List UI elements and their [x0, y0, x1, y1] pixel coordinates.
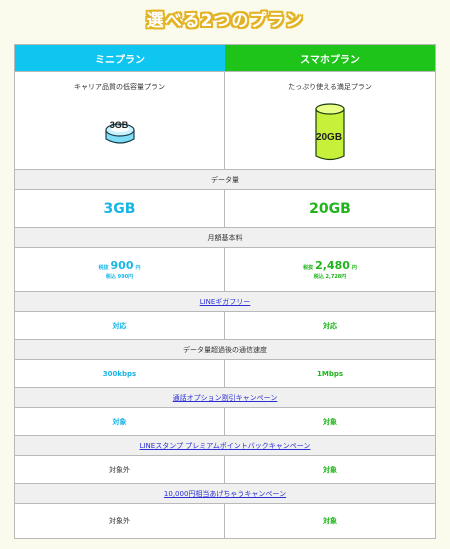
sumaho-price-unit: 円	[351, 265, 357, 271]
mini-speed-value: 300kbps	[102, 369, 137, 378]
cashback-campaign-link[interactable]: 10,000円相当あげちゃうキャンペーン	[163, 489, 287, 498]
mini-plan-overview: キャリア品質の低容量プラン 3GB	[15, 71, 225, 169]
mini-price-value: 900	[110, 259, 134, 272]
sumaho-line-giga-free-value: 対応	[323, 321, 337, 330]
mini-price-cell: 税抜 900 円 税込 990円	[15, 247, 225, 291]
sumaho-plan-description: たっぷり使える満足プラン	[288, 83, 372, 91]
mini-call-option-cell: 対象	[15, 407, 225, 435]
mini-plan-description: キャリア品質の低容量プラン	[74, 83, 165, 91]
mini-line-giga-free-cell: 対応	[15, 311, 225, 339]
mini-data-value: 3GB	[103, 200, 136, 217]
mini-cashback-cell: 対象外	[15, 503, 225, 538]
sumaho-plan-header: スマホプラン	[225, 45, 435, 71]
mini-price-tax-label: 税抜	[98, 265, 109, 271]
sumaho-price-tax-label: 税抜	[303, 265, 314, 271]
mini-call-option-value: 対象	[112, 417, 127, 426]
line-giga-free-link[interactable]: LINEギガフリー	[199, 297, 251, 306]
plan-comparison-table: ミニプラン スマホプラン キャリア品質の低容量プラン 3GB たっぷり使える満足…	[14, 44, 436, 539]
sumaho-stamp-premium-cell: 対象	[225, 455, 435, 483]
mini-plan-header: ミニプラン	[15, 45, 225, 71]
sumaho-stamp-premium-value: 対象	[323, 465, 337, 474]
row-header-speed-after-limit: データ量超過後の通信速度	[15, 339, 435, 359]
row-header-stamp-premium: LINEスタンプ プレミアムポイントバックキャンペーン	[15, 435, 435, 455]
mini-speed-cell: 300kbps	[15, 359, 225, 387]
sumaho-plan-overview: たっぷり使える満足プラン 20GB	[225, 71, 435, 169]
sumaho-data-value: 20GB	[309, 200, 351, 217]
row-header-cashback: 10,000円相当あげちゃうキャンペーン	[15, 483, 435, 503]
mini-price-unit: 円	[135, 265, 141, 271]
sumaho-price-tax-included: 税込 2,728円	[313, 274, 347, 280]
mini-stamp-premium-cell: 対象外	[15, 455, 225, 483]
sumaho-price-cell: 税抜 2,480 円 税込 2,728円	[225, 247, 435, 291]
sumaho-cashback-cell: 対象	[225, 503, 435, 538]
row-header-monthly-fee: 月額基本料	[15, 227, 435, 247]
sumaho-speed-cell: 1Mbps	[225, 359, 435, 387]
mini-storage-icon: 3GB	[15, 114, 224, 148]
mini-price-tax-included: 税込 990円	[105, 274, 134, 280]
sumaho-storage-label: 20GB	[316, 132, 342, 143]
sumaho-data-cell: 20GB	[225, 189, 435, 227]
sumaho-call-option-value: 対象	[323, 417, 337, 426]
sumaho-line-giga-free-cell: 対応	[225, 311, 435, 339]
mini-cashback-value: 対象外	[109, 517, 130, 525]
row-header-call-option: 通話オプション割引キャンペーン	[15, 387, 435, 407]
sumaho-storage-icon: 20GB	[225, 102, 435, 164]
sumaho-cashback-value: 対象	[323, 517, 337, 525]
row-header-line-giga-free: LINEギガフリー	[15, 291, 435, 311]
mini-stamp-premium-value: 対象外	[109, 465, 130, 474]
mini-line-giga-free-value: 対応	[112, 321, 127, 330]
sumaho-price-value: 2,480	[315, 259, 350, 272]
page-title: 選べる2つのプラン	[146, 11, 304, 31]
sumaho-speed-value: 1Mbps	[316, 369, 344, 378]
call-option-campaign-link[interactable]: 通話オプション割引キャンペーン	[172, 393, 278, 402]
row-header-data-amount: データ量	[15, 169, 435, 189]
mini-data-cell: 3GB	[15, 189, 225, 227]
sumaho-call-option-cell: 対象	[225, 407, 435, 435]
stamp-premium-campaign-link[interactable]: LINEスタンプ プレミアムポイントバックキャンペーン	[139, 441, 311, 450]
mini-storage-label: 3GB	[109, 120, 128, 130]
